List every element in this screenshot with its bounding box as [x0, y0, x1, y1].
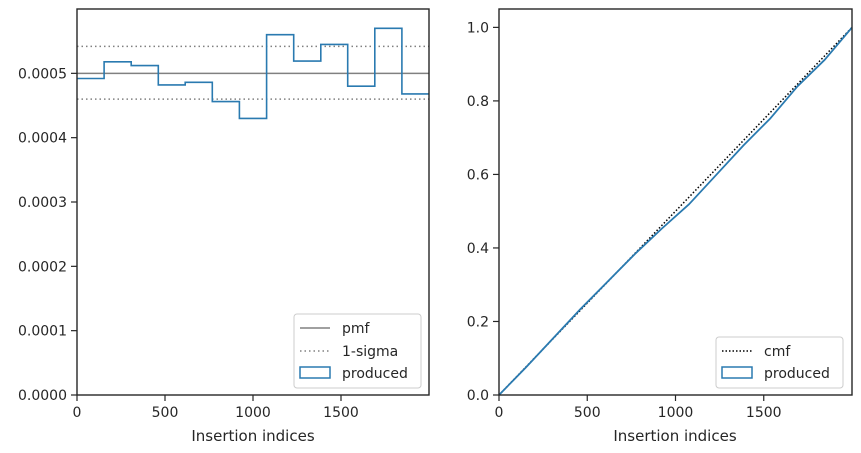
cmf-x-tick-label: 500 — [574, 405, 601, 421]
pmf-axes-frame — [76, 8, 430, 396]
pmf-x-axis-title: Insertion indices — [191, 427, 314, 445]
legend-label-produced: produced — [342, 366, 408, 382]
cmf-y-tick-label: 0.6 — [467, 167, 489, 183]
legend-label-sigma: 1-sigma — [342, 344, 398, 360]
pmf-y-tick-label: 0.0004 — [18, 131, 67, 147]
cmf-plot-area — [499, 9, 852, 395]
pmf-panel: 0 500 1000 1500 0.0000 0.0001 0.0002 0.0003 0.00… — [18, 8, 430, 445]
pmf-x-tick-label: 0 — [73, 405, 82, 421]
produced-histogram-step — [77, 27, 429, 120]
cmf-x-tick-label: 0 — [495, 405, 504, 421]
pmf-legend: pmf 1-sigma produced — [293, 313, 422, 389]
cmf-x-tick-label: 1000 — [658, 405, 694, 421]
cmf-y-tick-label: 0.4 — [467, 241, 489, 257]
pmf-x-tick-label: 1000 — [235, 405, 271, 421]
legend-label-produced-cmf: produced — [764, 366, 830, 382]
legend-label-pmf: pmf — [342, 321, 371, 337]
cmf-y-tick-label: 0.2 — [467, 314, 489, 330]
cmf-panel: 0 500 1000 1500 0.0 0.2 0.4 0.6 0.8 1.0 Insertion… — [467, 8, 853, 445]
pmf-y-tick-label: 0.0000 — [18, 388, 67, 404]
cmf-y-tick-label: 0.8 — [467, 94, 489, 110]
pmf-y-tick-label: 0.0001 — [18, 324, 67, 340]
pmf-y-tick-label: 0.0003 — [18, 195, 67, 211]
cmf-x-axis-title: Insertion indices — [613, 427, 736, 445]
pmf-x-tick-label: 1500 — [323, 405, 359, 421]
cmf-legend-box — [715, 336, 844, 389]
cmf-x-tick-label: 1500 — [746, 405, 782, 421]
pmf-legend-box — [293, 313, 422, 389]
legend-swatch-produced-cmf — [721, 366, 753, 379]
pmf-y-tick-label: 0.0002 — [18, 259, 67, 275]
cmf-y-tick-label: 0.0 — [467, 388, 489, 404]
pmf-y-tick-label: 0.0005 — [18, 66, 67, 82]
legend-swatch-produced — [299, 366, 331, 379]
pmf-x-tick-label: 500 — [152, 405, 179, 421]
cmf-axes-frame — [498, 8, 853, 396]
cmf-y-tick-label: 1.0 — [467, 20, 489, 36]
legend-label-cmf: cmf — [764, 344, 791, 360]
produced-cmf-line — [498, 26, 853, 396]
cmf-legend: cmf produced — [715, 336, 844, 389]
